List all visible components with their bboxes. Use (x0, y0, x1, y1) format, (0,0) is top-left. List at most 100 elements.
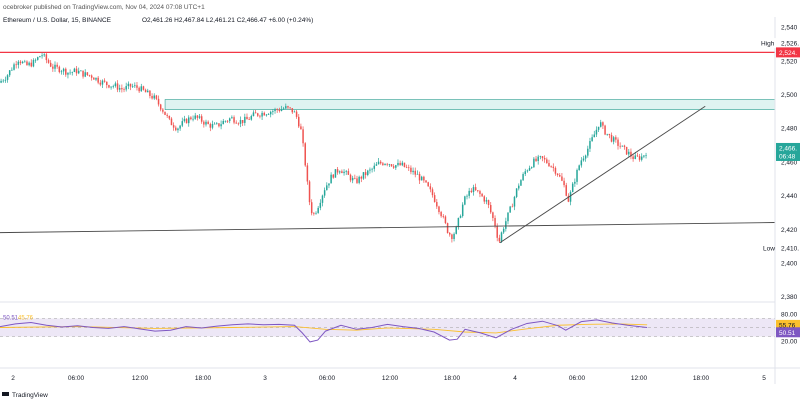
candle-body (576, 169, 578, 182)
candle-body (276, 109, 278, 111)
candle-body (118, 88, 121, 90)
candle-body (468, 190, 470, 196)
candle-body (13, 64, 15, 70)
candle-body (282, 108, 285, 110)
candle-body (429, 186, 432, 190)
candle-body (127, 83, 130, 87)
candle-body (159, 104, 162, 110)
candle-body (513, 196, 516, 207)
candle-body (477, 190, 479, 192)
candle-body (86, 72, 89, 76)
candle-body (36, 57, 39, 60)
candle-body (134, 85, 136, 87)
candle-body (530, 167, 533, 168)
price-tick-label: 2,540 (781, 25, 798, 32)
rsi-pane[interactable]: 50.51 45.76 (0, 316, 775, 343)
candle-body (254, 112, 257, 114)
candle-body (550, 166, 552, 167)
candle-body (34, 59, 37, 61)
candle-body (192, 118, 194, 120)
rsi-badge (776, 327, 800, 338)
candle-body (56, 64, 58, 67)
candle-body (103, 80, 106, 82)
candle-body (272, 111, 274, 112)
candle-body (567, 195, 570, 202)
candle-body (388, 164, 391, 165)
candle-body (97, 77, 99, 83)
candle-body (298, 116, 300, 127)
candle-body (502, 228, 505, 233)
candle-body (354, 177, 356, 179)
time-tick-label: 5 (762, 375, 766, 382)
candle-body (203, 121, 205, 125)
price-tick-label: 2,520 (781, 58, 798, 65)
resistance-badge-value: 2,524. (779, 50, 797, 57)
candle-body (395, 165, 397, 168)
candle-body (185, 118, 188, 124)
candle-body (142, 86, 145, 90)
price-pane[interactable] (0, 51, 776, 303)
candle-body (172, 125, 175, 128)
rsi-tick-label: 20.00 (781, 339, 798, 346)
candle-body (507, 212, 509, 222)
candle-body (382, 163, 384, 166)
price-tick-label: 2,400 (781, 260, 798, 267)
candle-body (164, 111, 166, 115)
candle-body (241, 119, 244, 123)
ascending-trendline (499, 105, 706, 244)
candle-body (24, 61, 26, 63)
candle-body (21, 61, 24, 64)
candle-body (60, 71, 63, 73)
candle-body (511, 206, 514, 208)
time-axis[interactable]: 2 06:00 12:00 18:00 3 06:00 12:00 18:00 4 06:00 12… (0, 367, 800, 382)
candle-body (310, 202, 313, 214)
candle-body (546, 159, 548, 164)
candle-body (457, 217, 460, 227)
candle-body (640, 156, 643, 160)
candle-body (347, 171, 350, 175)
candle-body (336, 169, 339, 173)
price-tick-label: 2,460 (781, 159, 798, 166)
candle-body (580, 160, 583, 166)
candle-body (619, 145, 621, 147)
candle-body (239, 119, 242, 124)
candle-body (65, 68, 67, 75)
candle-body (474, 187, 477, 191)
candle-body (464, 196, 466, 205)
candle-body (151, 95, 153, 99)
time-tick-label: 12:00 (631, 375, 648, 382)
candle-body (6, 75, 9, 80)
candle-body (190, 117, 192, 120)
time-tick-label: 4 (513, 375, 517, 382)
candle-body (300, 126, 302, 130)
candle-body (453, 233, 455, 239)
candle-body (610, 135, 613, 142)
candle-body (645, 155, 647, 156)
candle-body (541, 156, 544, 159)
candle-body (505, 221, 507, 229)
rsi-ma-label: 45.76 (18, 316, 34, 322)
price-tick-label: 2,380 (781, 294, 798, 301)
candle-body (587, 148, 589, 156)
candle-body (274, 109, 276, 112)
candle-body (416, 173, 419, 175)
candle-body (187, 117, 190, 124)
price-tick-label: 2,500 (781, 92, 798, 99)
candle-body (252, 112, 255, 117)
candle-body (259, 115, 261, 117)
candle-body (459, 216, 462, 218)
candle-body (302, 129, 304, 144)
candle-body (518, 185, 520, 189)
candle-body (628, 151, 630, 155)
candle-body (32, 60, 35, 67)
candle-body (200, 116, 203, 122)
candle-body (578, 165, 580, 170)
candle-body (0, 80, 2, 83)
candle-body (604, 125, 606, 135)
candle-body (489, 204, 492, 213)
candle-body (295, 111, 298, 117)
candle-body (423, 176, 425, 181)
candle-body (317, 207, 319, 213)
price-axis[interactable]: 2,540 2,520 2,500 2,480 2,460 2,440 2,420 2,400… (758, 17, 800, 384)
candle-body (205, 121, 207, 125)
